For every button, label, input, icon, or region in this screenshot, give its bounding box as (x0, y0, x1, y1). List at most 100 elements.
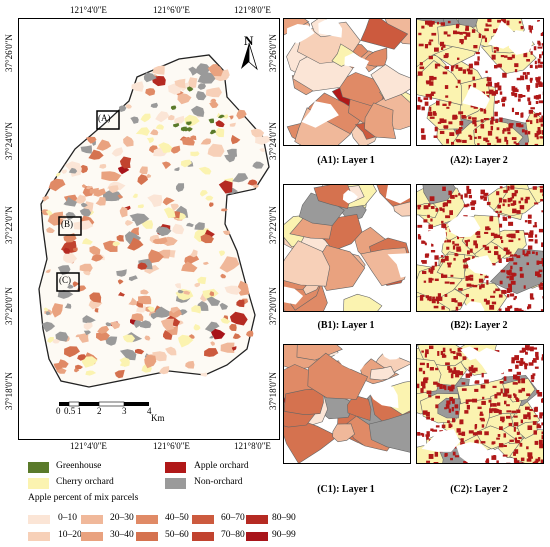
apple-pixel (455, 129, 459, 135)
apple-pixel (461, 431, 466, 436)
greenhouse-parcel (217, 114, 225, 119)
main-map-parcel (231, 134, 241, 145)
apple-pixel (417, 205, 421, 210)
main-map-parcel (55, 331, 69, 342)
apple-pixel (517, 378, 521, 384)
main-map-parcel (57, 359, 69, 368)
scale-bar (59, 401, 149, 407)
panel-B1 (268, 169, 425, 323)
apple-pixel (480, 106, 484, 112)
apple-pixel (523, 414, 528, 420)
main-map-parcel (116, 234, 124, 242)
bottom-lon-2: 121°6'0"E (153, 441, 190, 451)
apple-pixel (444, 66, 450, 70)
apple-pixel (479, 411, 483, 415)
apple-pixel (439, 118, 444, 124)
main-map-parcel (229, 323, 237, 331)
apple-pixel (443, 31, 448, 35)
apple-pixel (453, 367, 457, 371)
apple-pixel (513, 394, 517, 398)
apple-pixel (431, 21, 435, 25)
apple-pixel (501, 98, 505, 103)
apple-pixel (484, 246, 490, 251)
apple-pixel (445, 404, 450, 409)
main-map-parcel (129, 213, 150, 227)
apple-pixel (458, 288, 463, 291)
apple-pixel (499, 426, 503, 431)
apple-pixel (471, 299, 475, 302)
apple-pixel (429, 106, 432, 112)
main-map-parcel (147, 194, 163, 208)
apple-pixel (453, 30, 457, 35)
apple-pixel (444, 294, 448, 297)
apple-pixel (459, 121, 464, 126)
greenhouse-parcel (170, 105, 177, 110)
main-map-parcel (41, 209, 49, 216)
main-map-parcel (75, 364, 83, 370)
main-map-parcel (190, 135, 197, 141)
apple-pixel (499, 381, 504, 384)
main-map-parcel (154, 306, 173, 318)
apple-pixel (459, 421, 462, 425)
main-map-parcel (177, 289, 184, 294)
apple-pixel (444, 85, 449, 89)
apple-pixel (503, 433, 507, 438)
apple-pixel (506, 415, 511, 419)
panel-B1-map (268, 169, 425, 323)
apple-pixel (522, 250, 525, 255)
apple-pixel (529, 231, 532, 235)
apple-pixel (418, 43, 424, 47)
apple-pixel (511, 357, 516, 361)
apple-pixel (431, 32, 437, 36)
apple-pixel (537, 58, 541, 64)
background-gap (508, 30, 533, 55)
apple-pixel (506, 404, 510, 407)
main-map-parcel (218, 180, 233, 194)
apple-pixel (425, 349, 429, 355)
apple-pixel (446, 106, 450, 109)
apple-pixel (443, 240, 447, 243)
apple-pixel (480, 195, 485, 198)
apple-pixel (475, 243, 478, 249)
apple-pixel (432, 296, 435, 299)
main-map-parcel (200, 372, 208, 377)
main-map-parcel (116, 269, 127, 277)
apple-pixel (506, 294, 510, 298)
apple-pixel (425, 295, 429, 299)
apple-pixel (532, 358, 536, 363)
apple-pixel (495, 89, 498, 95)
apple-pixel (499, 186, 503, 189)
apple-pixel (444, 256, 449, 261)
main-map-parcel (197, 71, 216, 84)
apple-pixel (481, 400, 486, 405)
apple-pixel (509, 284, 512, 289)
main-map-parcel (196, 91, 207, 101)
apple-pixel (446, 400, 451, 405)
apple-pixel (452, 418, 456, 423)
scale-label-1: 1 (77, 406, 82, 416)
apple-pixel (469, 372, 473, 377)
apple-pixel (541, 398, 544, 403)
apple-pixel (500, 269, 506, 273)
apple-pixel (428, 454, 434, 459)
apple-pixel (455, 410, 459, 415)
apple-pixel (541, 51, 546, 56)
apple-pixel (502, 454, 508, 457)
apple-pixel (538, 260, 544, 264)
apple-pixel (516, 122, 521, 127)
main-map-parcel (72, 247, 78, 252)
apple-pixel (498, 443, 504, 448)
apple-pixel (452, 351, 456, 354)
apple-pixel (541, 422, 545, 426)
apple-pixel (524, 253, 529, 257)
apple-pixel (532, 373, 536, 376)
apple-pixel (528, 131, 531, 135)
apple-pixel (417, 234, 421, 239)
apple-pixel (534, 239, 538, 244)
apple-pixel (424, 44, 429, 49)
apple-pixel (434, 126, 438, 132)
apple-pixel (421, 106, 425, 111)
apple-pixel (525, 351, 528, 355)
apple-pixel (429, 95, 433, 100)
main-map-parcel (204, 348, 219, 357)
